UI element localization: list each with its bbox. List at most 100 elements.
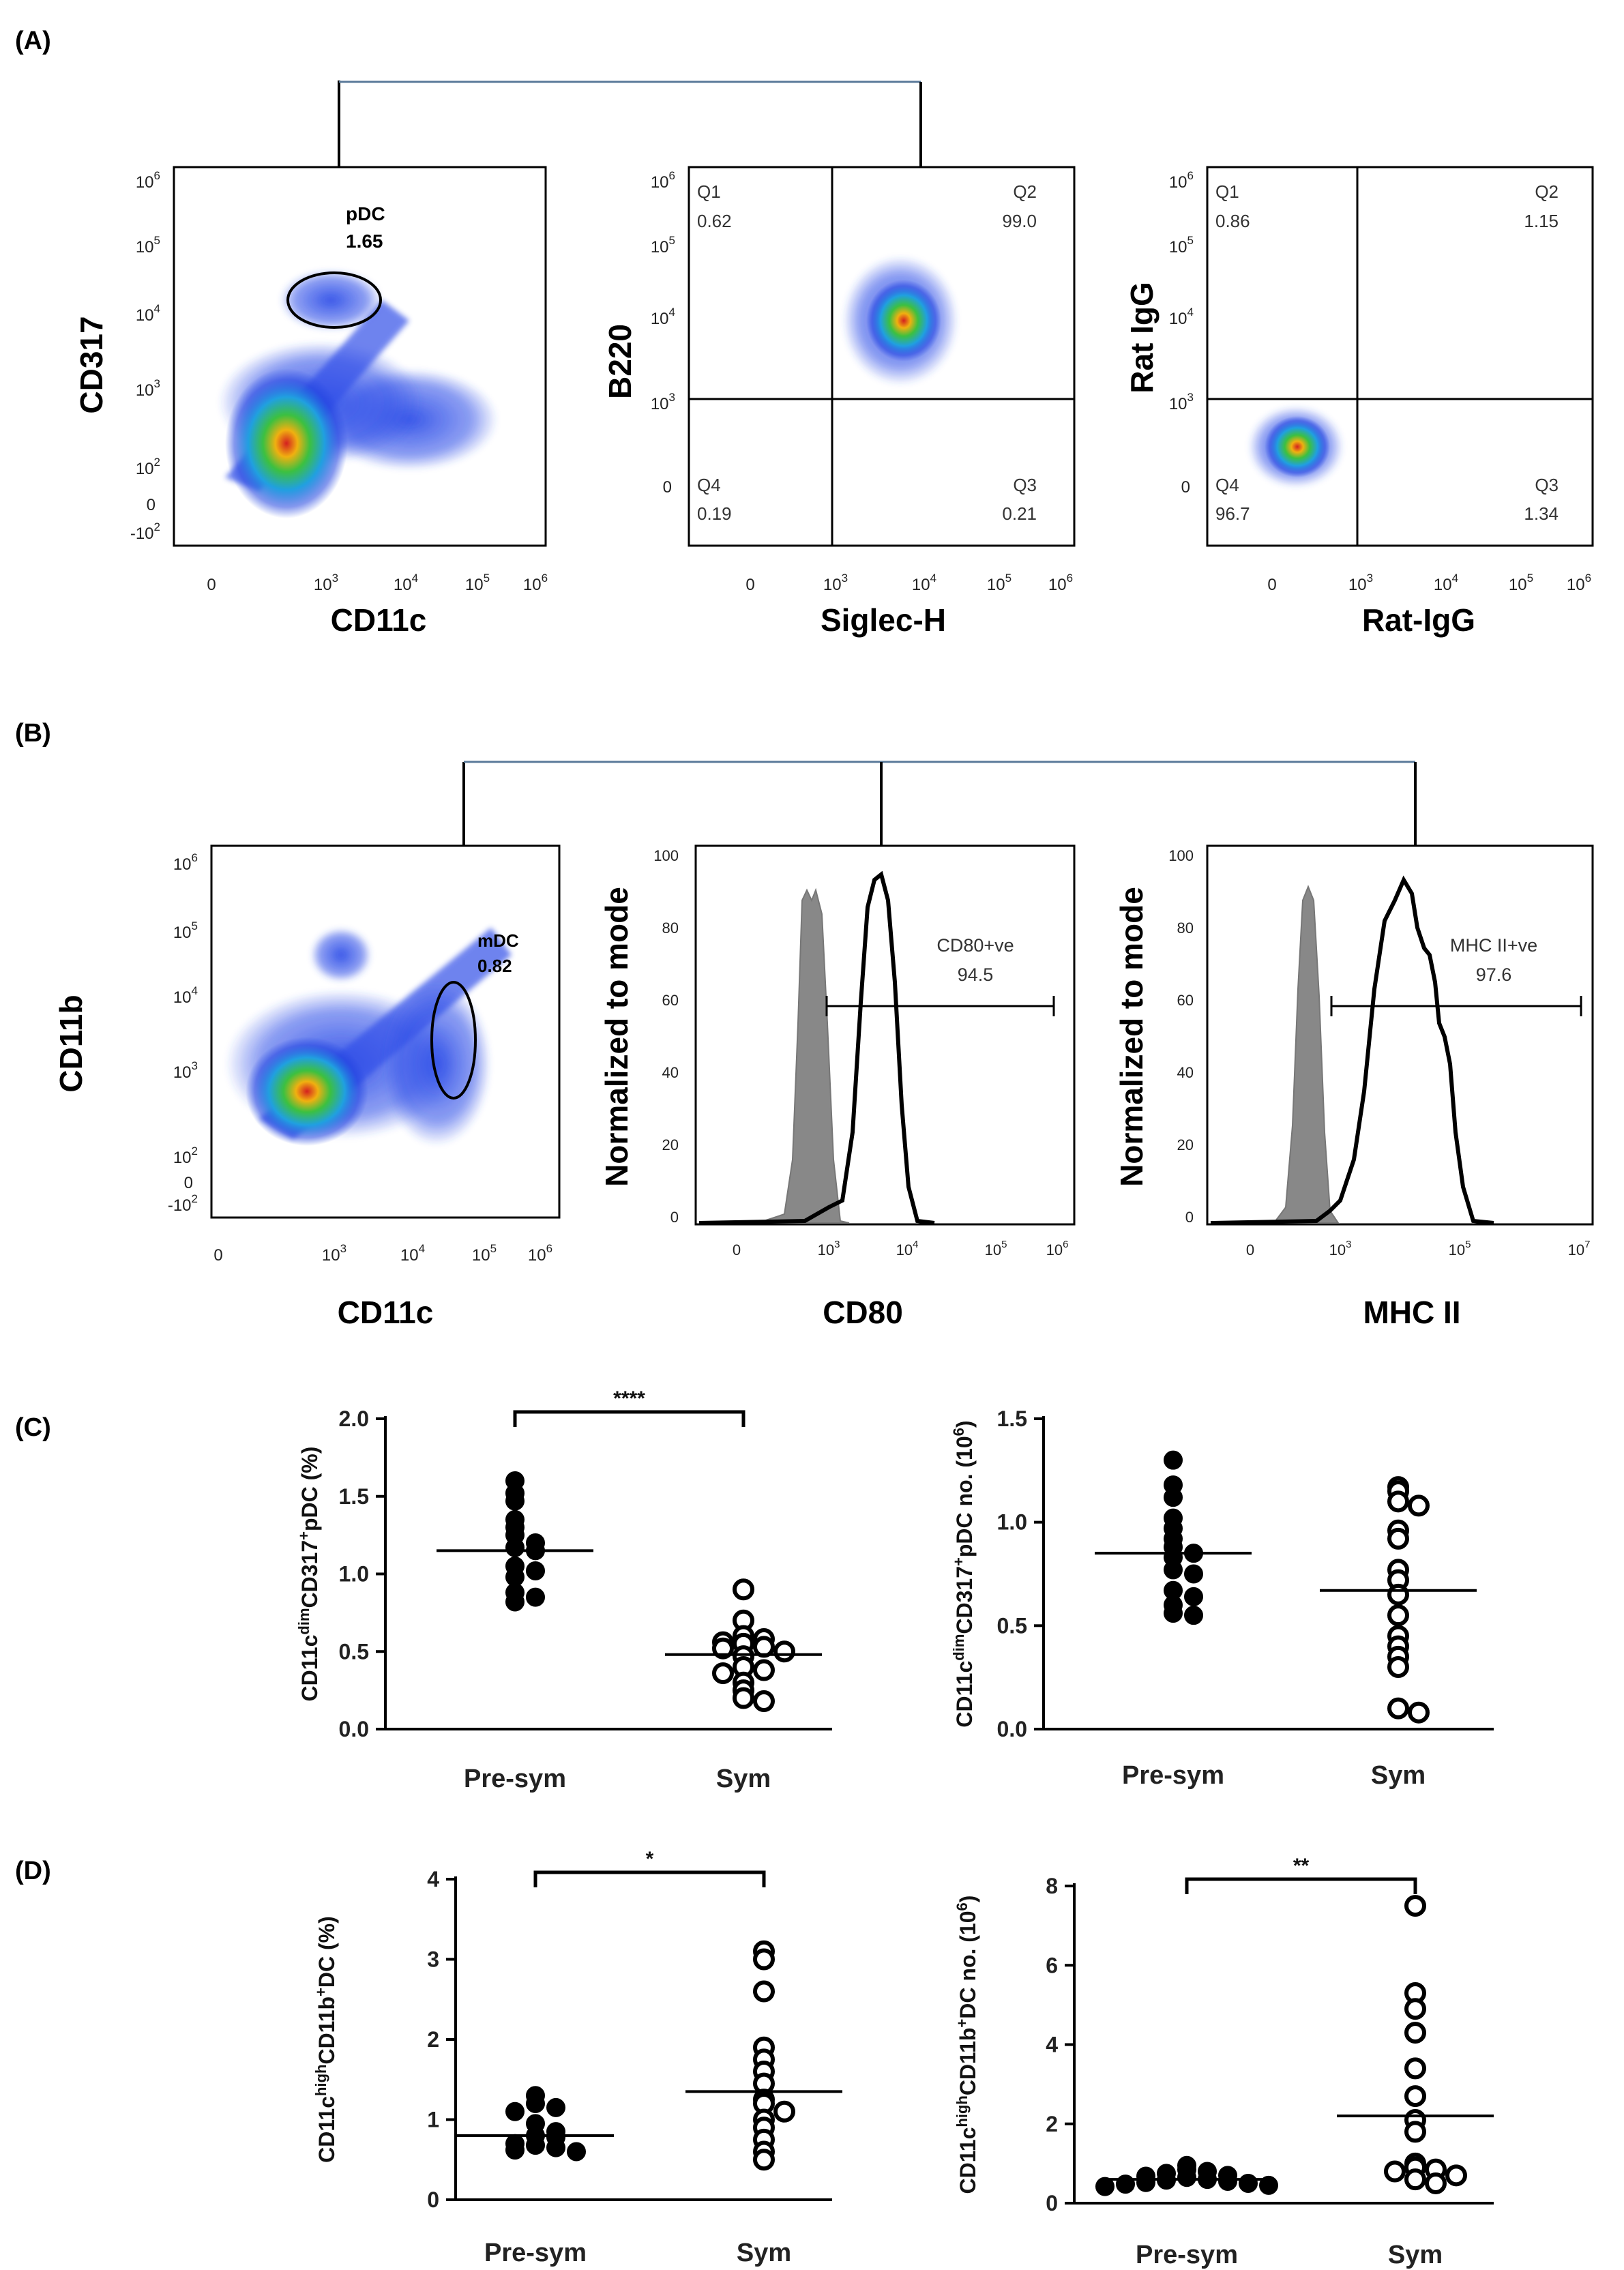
quadrant-value: 96.7 <box>1215 503 1250 524</box>
x-tick: 103 <box>1329 1239 1352 1258</box>
x-axis-label: MHC II <box>1363 1295 1460 1330</box>
y-tick: 104 <box>1169 306 1194 328</box>
y-axis-label: CD11b <box>53 994 89 1092</box>
x-tick: 103 <box>818 1239 840 1258</box>
quadrant-value: 0.19 <box>697 503 732 524</box>
x-axis-label: CD11c <box>331 602 427 638</box>
data-point <box>1177 2168 1196 2187</box>
data-point <box>1408 1701 1430 1724</box>
data-point <box>546 2097 565 2117</box>
dotplot-cd11b-vs-cd11c: mDC 0.82 CD11b CD11c 0 103 104 105 106 1… <box>53 844 561 1330</box>
data-point <box>1259 2175 1278 2195</box>
y-tick-label: 4 <box>427 1867 439 1891</box>
data-point <box>753 1690 775 1713</box>
y-tick: -102 <box>130 520 160 543</box>
data-point <box>753 1636 775 1658</box>
data-point <box>1164 1450 1183 1470</box>
data-point <box>1184 1587 1203 1606</box>
y-axis-label: B220 <box>602 324 638 399</box>
gate-value-pdc: 1.65 <box>346 231 383 252</box>
y-tick: 106 <box>136 169 160 192</box>
y-axis-label: Rat IgG <box>1124 282 1160 394</box>
y-tick-label: 0 <box>427 2187 439 2212</box>
quadrant-value: 0.86 <box>1215 211 1250 231</box>
dotplot-b220-vs-siglech: Q1 0.62 Q2 99.0 Q4 0.19 Q3 0.21 B220 Sig… <box>602 166 1076 638</box>
gate-name: CD80+ve <box>936 935 1014 956</box>
quadrant-value: 0.21 <box>1002 503 1037 524</box>
y-tick: 103 <box>651 391 675 413</box>
quadrant-label: Q4 <box>1215 475 1239 495</box>
data-point <box>1404 1895 1426 1917</box>
y-tick: 102 <box>136 456 160 478</box>
y-tick: 80 <box>1177 919 1194 937</box>
data-point <box>1404 2168 1426 2191</box>
y-tick: 105 <box>651 234 675 256</box>
category-label: Pre-sym <box>484 2239 587 2267</box>
category-label: Sym <box>716 1765 771 1793</box>
x-tick: 0 <box>1246 1241 1254 1258</box>
x-tick: 104 <box>896 1239 919 1258</box>
data-point <box>1404 2057 1426 2080</box>
data-point <box>1404 2121 1426 2143</box>
data-point <box>1404 2085 1426 2108</box>
y-tick-label: 0 <box>1046 2191 1058 2215</box>
y-tick-label: 0.5 <box>997 1613 1027 1638</box>
data-point <box>712 1662 734 1685</box>
gate-name: MHC II+ve <box>1450 935 1537 956</box>
cd80-stain-curve <box>698 870 935 1225</box>
y-tick: 0 <box>663 478 672 497</box>
category-label: Pre-sym <box>1136 2241 1238 2269</box>
y-tick-label: 3 <box>427 1947 439 1972</box>
x-tick: 0 <box>1267 576 1276 594</box>
gate-name-mdc: mDC <box>477 930 519 951</box>
category-label: Pre-sym <box>1122 1761 1224 1790</box>
y-tick: 40 <box>1177 1064 1194 1081</box>
y-tick-label: 0.0 <box>339 1717 369 1741</box>
x-tick: 104 <box>400 1242 425 1265</box>
x-tick: 104 <box>912 572 936 594</box>
significance-label: **** <box>613 1387 645 1410</box>
y-tick-label: 2.0 <box>339 1406 369 1431</box>
dot-plot-chart: 0 2 4 6 8 Pre-sym Sym CD11chighCD11b+DC no. (10… <box>954 1855 1494 2269</box>
x-tick: 104 <box>1434 572 1458 594</box>
quadrant-label: Q2 <box>1013 181 1037 202</box>
data-point <box>1404 2022 1426 2044</box>
x-tick: 103 <box>322 1242 346 1265</box>
data-point <box>1218 2172 1237 2192</box>
category-label: Sym <box>1371 1761 1426 1790</box>
x-axis-label: CD80 <box>823 1295 903 1330</box>
data-point <box>1164 1488 1183 1507</box>
data-point <box>1387 1604 1409 1627</box>
y-tick: 0 <box>1185 1209 1194 1226</box>
x-tick: 105 <box>987 572 1012 594</box>
y-tick: 60 <box>1177 992 1194 1009</box>
histogram-cd80: CD80+ve 94.5 Normalized to mode CD80 100… <box>599 844 1076 1330</box>
data-point <box>1136 2172 1155 2192</box>
y-tick: 105 <box>136 234 160 256</box>
dot-plot-chart: 0 1 2 3 4 Pre-sym Sym CD11chighCD11b+DC (%) * <box>312 1848 842 2267</box>
y-tick: 0 <box>1181 478 1190 497</box>
data-point <box>526 2136 545 2155</box>
gate-value: 94.5 <box>958 964 994 985</box>
x-tick: 106 <box>528 1242 552 1265</box>
x-axis-label: CD11c <box>338 1295 434 1330</box>
x-tick: 106 <box>523 572 548 594</box>
mhcii-stain-curve <box>1210 875 1494 1225</box>
data-point <box>733 1578 754 1601</box>
data-point <box>1445 2164 1467 2187</box>
x-tick: 105 <box>465 572 490 594</box>
y-tick: 20 <box>1177 1136 1194 1153</box>
data-point <box>753 1659 775 1681</box>
panel-label-c: (C) <box>15 1413 51 1442</box>
y-tick: 104 <box>173 984 198 1007</box>
significance-bracket <box>533 1870 766 1887</box>
x-tick: 104 <box>394 572 418 594</box>
data-point <box>505 1491 525 1511</box>
dot-plot-chart: 0.0 0.5 1.0 1.5 2.0 Pre-sym Sym CD11cdimCD317+p… <box>295 1387 832 1793</box>
category-label: Pre-sym <box>464 1765 566 1793</box>
y-axis-label: CD11chighCD11b+DC no. (106) <box>954 1896 980 2194</box>
data-point <box>1239 2173 1258 2193</box>
data-point <box>712 1637 734 1660</box>
quadrant-label: Q4 <box>697 475 721 495</box>
data-point <box>505 1592 525 1612</box>
